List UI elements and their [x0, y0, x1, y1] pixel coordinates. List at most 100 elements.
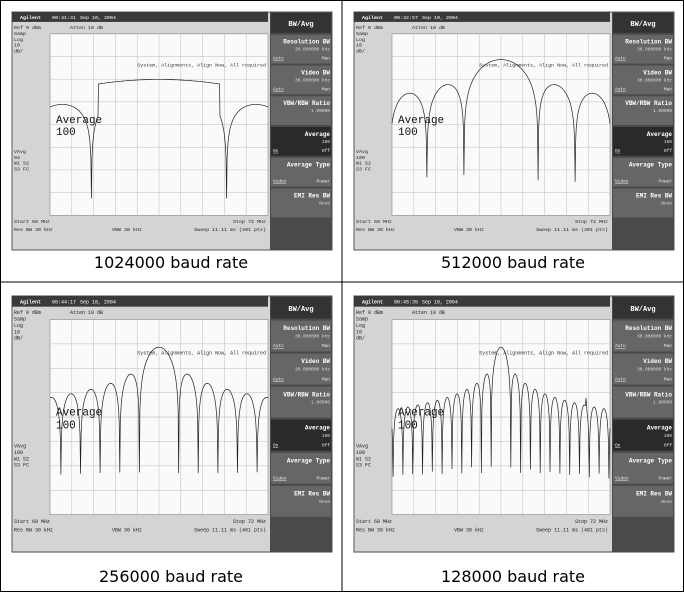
brand: Agilent — [20, 299, 41, 305]
scale: 10 — [14, 43, 20, 49]
stop: Stop 72 MHz — [233, 219, 266, 225]
menu-title: BW/Avg — [288, 21, 313, 29]
softkey-value: 1.00000 — [311, 108, 330, 114]
softkey-value: None — [661, 200, 672, 206]
samp: Samp — [14, 316, 26, 322]
time: 00:42:57 — [394, 15, 418, 21]
softkey-value: 30.000000 kHz — [295, 367, 330, 373]
brand: Agilent — [362, 15, 383, 21]
softkey-label: EMI Res BW — [636, 490, 672, 497]
vavg-label: VAvg — [356, 443, 368, 449]
softkey-option: Video — [273, 475, 287, 481]
date: Sep 10, 2004 — [422, 299, 458, 305]
softkey-value: None — [319, 200, 330, 206]
softkey-value: 100 — [664, 433, 672, 439]
softkey-option: Off — [322, 148, 330, 154]
average-label: Average — [398, 115, 444, 127]
status-bar — [354, 12, 610, 22]
res-bw: Res BW 30 kHz — [356, 528, 395, 534]
softkey-option: Man — [322, 56, 330, 62]
log: Log — [356, 37, 365, 43]
softkey-label: Average Type — [629, 162, 673, 169]
softkey-value: 30.000000 kHz — [295, 333, 330, 339]
log: Log — [14, 37, 23, 43]
analyzer-screen: Agilent00:41:41Sep 10, 2004Ref 0 dBmAtte… — [12, 12, 332, 250]
softkey-label: Video BW — [643, 358, 672, 365]
softkey-label: Video BW — [301, 358, 330, 365]
caption: 1024000 baud rate — [94, 253, 248, 272]
softkey-label: Average — [647, 424, 672, 431]
softkey-value: 1.00000 — [653, 400, 672, 406]
softkey-option: Power — [659, 475, 673, 481]
menu-title: BW/Avg — [288, 306, 313, 314]
w1s2: W1 S2 — [356, 456, 371, 462]
softkey-value: 30.000000 kHz — [637, 47, 672, 53]
log: Log — [14, 323, 23, 329]
softkey-label: Average Type — [287, 457, 330, 464]
softkey-option: Power — [659, 179, 673, 185]
date: Sep 10, 2004 — [80, 299, 116, 305]
vavg-label: VAvg — [14, 149, 26, 155]
softkey-option: Off — [664, 148, 672, 154]
alert: System, Alignments, Align Now, All requi… — [479, 351, 608, 357]
caption: 128000 baud rate — [441, 567, 585, 586]
vavg-value: 100 — [356, 155, 365, 161]
softkey-option: Man — [664, 56, 672, 62]
unit: dB/ — [14, 336, 23, 342]
softkey-option: Auto — [615, 343, 626, 349]
softkey-option: Off — [322, 442, 330, 448]
softkey-option: Auto — [273, 343, 284, 349]
softkey-option: Man — [322, 86, 330, 92]
sweep: Sweep 11.11 ms (401 pts) — [194, 528, 266, 534]
start: Start 68 MHz — [356, 519, 392, 525]
softkey-label: VBW/RBW Ratio — [625, 100, 672, 107]
softkey-option: Man — [322, 376, 330, 382]
menu-title: BW/Avg — [630, 21, 655, 29]
time: 00:44:17 — [52, 299, 76, 305]
softkey-label: Average — [305, 424, 330, 431]
softkey-value: 30.000000 kHz — [637, 333, 672, 339]
average-value: 100 — [398, 127, 418, 139]
figure: Agilent00:41:41Sep 10, 2004Ref 0 dBmAtte… — [0, 0, 684, 592]
status-bar — [12, 12, 268, 22]
softkey-option: Video — [615, 179, 629, 185]
softkey-option: Video — [273, 179, 287, 185]
softkey-value: 1.00000 — [653, 108, 672, 114]
alert: System, Alignments, Align Now, All requi… — [137, 63, 266, 69]
softkey-label: Resolution BW — [625, 39, 672, 46]
softkey-value: 100 — [322, 433, 330, 439]
average-value: 100 — [56, 420, 76, 432]
softkey-label: Video BW — [301, 69, 330, 76]
start: Start 68 MHz — [14, 219, 50, 225]
s3fc: S3 FC — [356, 463, 371, 469]
softkey-label: EMI Res BW — [636, 192, 672, 199]
stop: Stop 72 MHz — [575, 219, 608, 225]
softkey-value: 100 — [322, 139, 330, 145]
scale: 10 — [356, 329, 362, 335]
ref: Ref 0 dBm — [356, 25, 383, 31]
softkey-label: EMI Res BW — [294, 490, 330, 497]
vavg-value: 100 — [356, 450, 365, 456]
softkey-label: Average — [305, 131, 331, 138]
status-bar — [12, 296, 268, 307]
samp: Samp — [14, 31, 26, 37]
softkey-value: 30.000000 kHz — [295, 47, 330, 53]
softkey-option: Power — [317, 475, 331, 481]
atten: Atten 10 dB — [412, 25, 445, 31]
softkey-option: Auto — [273, 86, 284, 92]
vbw: VBW 30 kHz — [454, 528, 484, 534]
res-bw: Res BW 30 kHz — [14, 227, 53, 233]
atten: Atten 10 dB — [412, 310, 445, 316]
average-value: 100 — [398, 420, 418, 432]
softkey-label: Average — [647, 131, 673, 138]
softkey-value: 30.000000 kHz — [637, 367, 672, 373]
softkey-label: Average Type — [287, 162, 331, 169]
softkey-value: None — [661, 499, 672, 505]
softkey-label: VBW/RBW Ratio — [283, 100, 330, 107]
log: Log — [356, 323, 365, 329]
atten: Atten 10 dB — [70, 310, 103, 316]
softkey-option: On — [615, 148, 621, 154]
softkey-option: On — [615, 442, 621, 448]
softkey-label: VBW/RBW Ratio — [283, 391, 330, 398]
